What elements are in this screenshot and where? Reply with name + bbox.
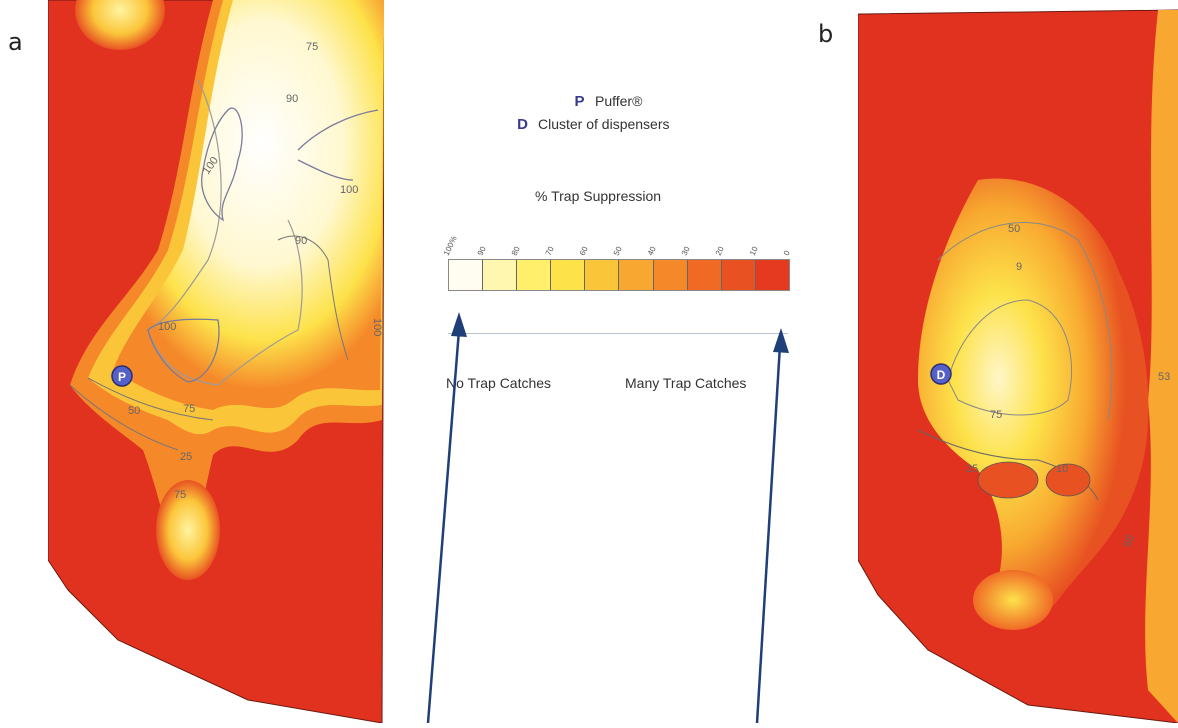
legend-scale-cell [517,260,552,290]
contour-label: 9 [1016,261,1022,273]
arrow-right [755,328,789,723]
legend-tick-label: 40 [645,245,658,257]
contour-label: 50 [128,405,140,417]
legend-tick-label: 100% [441,234,459,257]
hotspot-lower [156,480,220,580]
legend-dispenser-label: Cluster of dispensers [538,116,670,132]
dispenser-legend-icon: D [517,116,528,133]
map-panel-a: 75 90 100 100 90 100 100 75 50 25 75 P [47,0,385,724]
legend-tick-label: 50 [611,245,624,257]
contour-line-50 [87,377,214,421]
legend-scale-cell [585,260,620,290]
legend-puffer: P Puffer® [572,93,642,109]
contour-label: 75 [306,41,318,53]
contour-label: 53 [1158,371,1170,383]
contour-line-100c [147,318,220,383]
contour-label: 50 [1122,533,1137,549]
contour-label: 25 [180,451,192,463]
legend-scale-cell [687,260,722,290]
legend-scale-cell [721,260,756,290]
contour-label: 90 [295,235,307,247]
contour-line-90 [277,235,349,361]
legend-divider [448,333,788,334]
legend-puffer-label: Puffer® [595,93,643,109]
contour-label: 100 [340,184,358,196]
panel-b-label: b [818,20,834,48]
contour-label: 75 [174,489,186,501]
legend-color-scale [448,259,790,291]
legend-dispenser: D Cluster of dispensers [515,116,670,133]
contour-zone-75 [113,0,384,410]
legend-tick-label: 0 [781,249,792,257]
legend-tick-label: 90 [475,245,488,257]
legend-tick-label: 60 [577,245,590,257]
legend-scale-cell [653,260,688,290]
legend-tick-label: 10 [747,245,760,257]
map-b-svg: 50 9 75 25 10 50 53 D [857,9,1178,724]
contour-line-50 [937,222,1113,421]
legend-title: % Trap Suppression [535,188,662,204]
hotspot-top-left [75,0,165,50]
legend-left-caption: No Trap Catches [446,375,552,391]
map-panel-b: 50 9 75 25 10 50 53 D [857,0,1178,724]
contour-label: 10 [1056,463,1068,475]
legend-tick-label: 70 [543,245,556,257]
contour-line-100b [201,107,243,222]
arrow-left [426,312,467,723]
legend-scale-cell [755,260,789,290]
legend-tick-label: 80 [509,245,522,257]
contour-label: 25 [966,463,978,475]
contour-line-25 [69,384,179,451]
contour-label: 100 [371,318,383,336]
contour-label: 75 [183,403,195,415]
map-a-svg: 75 90 100 100 90 100 100 75 50 25 75 P [47,0,385,724]
legend-scale-cell [483,260,518,290]
contour-line-100 [147,79,303,386]
panel-a-label: a [8,28,23,56]
legend-tick-label: 20 [713,245,726,257]
contour-label: 50 [1008,223,1020,235]
legend-scale-cell [449,260,484,290]
contour-label: 90 [286,93,298,105]
legend-tick-label: 30 [679,245,692,257]
contour-line-75 [947,299,1073,416]
puffer-marker-letter: P [118,370,126,384]
legend-scale-cell [551,260,586,290]
contour-label: 75 [990,409,1002,421]
puffer-marker: P [111,365,133,387]
contour-line-100d [297,109,379,181]
contour-zone-b [918,178,1149,622]
dispenser-marker: D [930,363,952,385]
legend-scale-cell [619,260,654,290]
contour-label: 100 [158,321,176,333]
dispenser-marker-letter: D [937,368,946,382]
legend-right-caption: Many Trap Catches [625,375,747,391]
puffer-legend-icon: P [574,93,585,110]
